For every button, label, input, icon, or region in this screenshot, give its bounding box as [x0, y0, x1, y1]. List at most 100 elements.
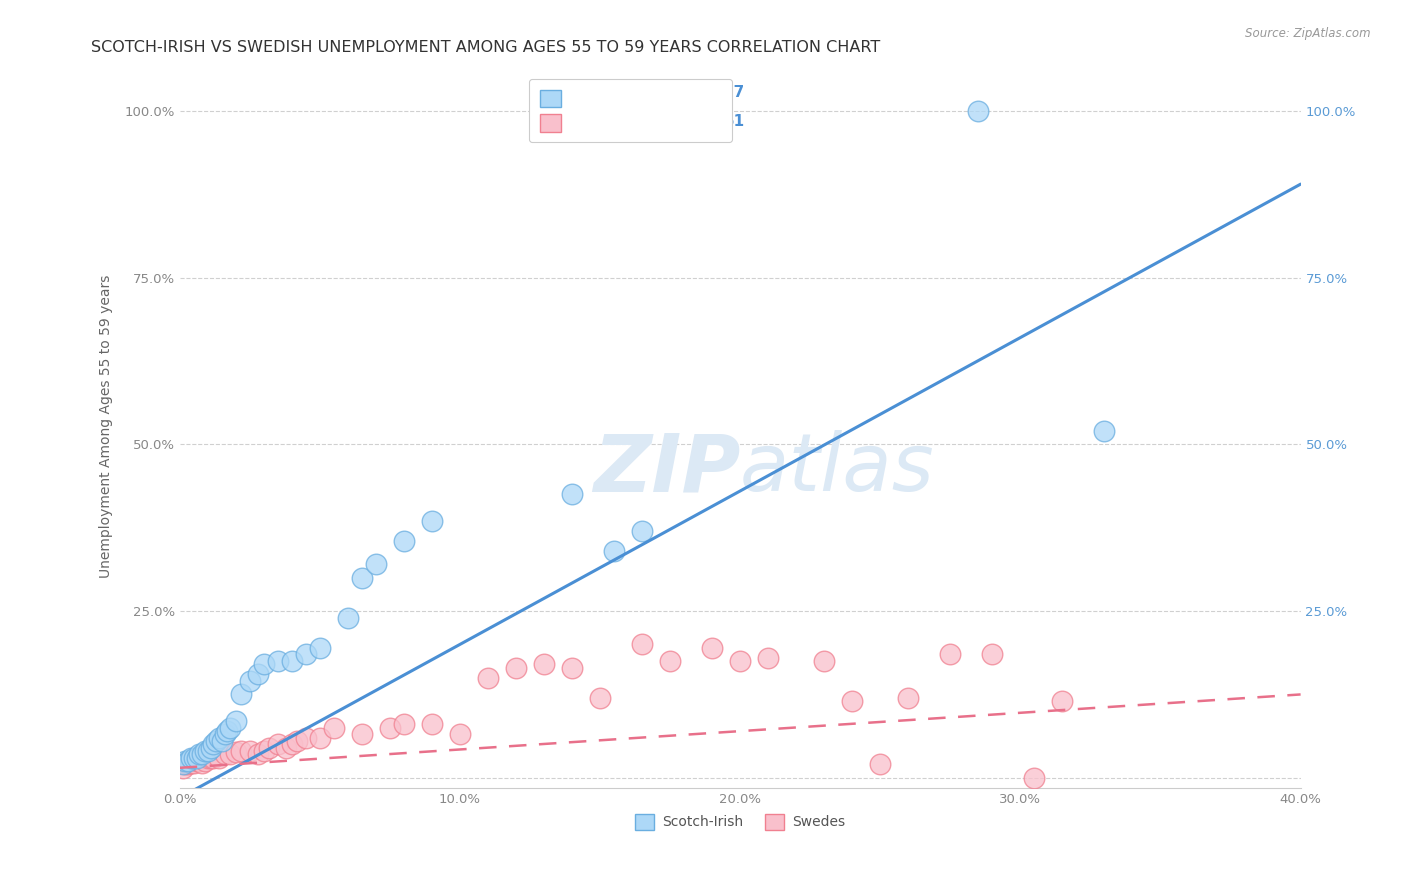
Point — [225, 746, 247, 760]
Point — [813, 654, 835, 668]
Point — [477, 671, 499, 685]
Point — [505, 661, 527, 675]
Point — [186, 754, 208, 768]
Point — [197, 751, 219, 765]
Text: R =: R = — [578, 114, 610, 129]
Point — [194, 744, 217, 758]
Point — [869, 757, 891, 772]
Point — [281, 738, 304, 752]
Point — [186, 751, 208, 765]
Point — [659, 654, 682, 668]
Point — [239, 674, 262, 689]
Point — [392, 534, 415, 549]
Point — [253, 744, 276, 758]
Point — [231, 688, 253, 702]
Point — [308, 731, 330, 745]
Point — [378, 721, 401, 735]
Point — [728, 654, 751, 668]
Point — [981, 648, 1004, 662]
Point — [897, 690, 920, 705]
Point — [1024, 771, 1046, 785]
Point — [420, 717, 443, 731]
Legend: Scotch-Irish, Swedes: Scotch-Irish, Swedes — [630, 808, 851, 835]
Point — [589, 690, 612, 705]
Point — [420, 514, 443, 528]
Point — [214, 747, 236, 762]
Text: ZIP: ZIP — [593, 430, 740, 508]
Point — [180, 751, 202, 765]
Text: atlas: atlas — [740, 430, 935, 508]
Point — [295, 648, 318, 662]
Point — [197, 744, 219, 758]
Point — [253, 657, 276, 672]
Point — [188, 754, 211, 768]
Text: 37: 37 — [723, 85, 745, 100]
Point — [200, 751, 222, 765]
Point — [202, 751, 225, 765]
Point — [449, 727, 471, 741]
Point — [172, 761, 194, 775]
Point — [177, 754, 200, 768]
Text: R =: R = — [578, 85, 610, 100]
Point — [308, 640, 330, 655]
Y-axis label: Unemployment Among Ages 55 to 59 years: Unemployment Among Ages 55 to 59 years — [100, 274, 114, 578]
Point — [219, 747, 242, 762]
Point — [177, 757, 200, 772]
Point — [267, 738, 290, 752]
Point — [231, 744, 253, 758]
Point — [183, 751, 205, 765]
Point — [217, 724, 239, 739]
Point — [180, 756, 202, 771]
Point — [214, 727, 236, 741]
Point — [295, 731, 318, 745]
Point — [202, 738, 225, 752]
Point — [208, 751, 231, 765]
Point — [205, 734, 228, 748]
Point — [1094, 424, 1116, 438]
Point — [174, 754, 197, 768]
Point — [561, 661, 583, 675]
Point — [191, 756, 214, 771]
Point — [281, 654, 304, 668]
Point — [322, 721, 344, 735]
Point — [336, 611, 359, 625]
Text: 51: 51 — [723, 114, 744, 129]
Point — [211, 734, 233, 748]
Point — [247, 667, 270, 681]
Point — [350, 571, 373, 585]
Point — [603, 544, 626, 558]
Text: SCOTCH-IRISH VS SWEDISH UNEMPLOYMENT AMONG AGES 55 TO 59 YEARS CORRELATION CHART: SCOTCH-IRISH VS SWEDISH UNEMPLOYMENT AMO… — [91, 40, 880, 55]
Point — [183, 756, 205, 771]
Point — [631, 637, 654, 651]
Point — [287, 734, 309, 748]
Point — [259, 740, 281, 755]
Point — [561, 487, 583, 501]
Point — [756, 650, 779, 665]
Point — [700, 640, 723, 655]
Point — [267, 654, 290, 668]
Point — [247, 747, 270, 762]
Point — [967, 103, 990, 118]
Text: Source: ZipAtlas.com: Source: ZipAtlas.com — [1246, 27, 1371, 40]
Point — [188, 747, 211, 762]
Point — [1052, 694, 1074, 708]
Point — [276, 740, 298, 755]
Point — [533, 657, 555, 672]
Point — [364, 558, 387, 572]
Point — [392, 717, 415, 731]
Point — [208, 731, 231, 745]
Point — [631, 524, 654, 538]
Point — [174, 757, 197, 772]
Point — [841, 694, 863, 708]
Point — [200, 740, 222, 755]
Point — [194, 754, 217, 768]
Point — [939, 648, 962, 662]
Point — [239, 744, 262, 758]
Point — [225, 714, 247, 728]
Point — [350, 727, 373, 741]
Text: N =: N = — [668, 114, 716, 129]
Point — [172, 757, 194, 772]
Text: 0.466: 0.466 — [620, 114, 669, 129]
Text: 0.632: 0.632 — [620, 85, 669, 100]
Point — [191, 747, 214, 762]
